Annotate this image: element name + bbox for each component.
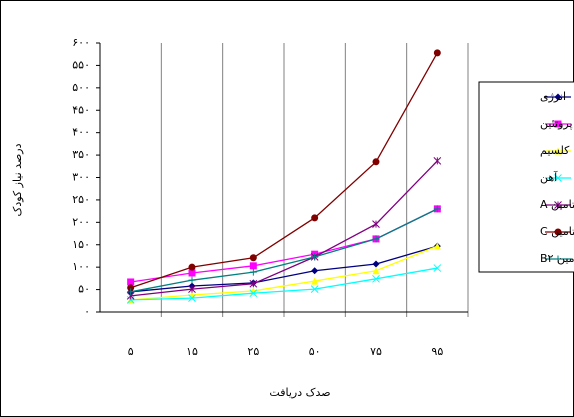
marker: [554, 174, 562, 182]
y-tick-label: ۳۰۰: [72, 171, 90, 184]
series-line: [130, 208, 438, 293]
legend-label: ویتامین C: [540, 225, 574, 238]
y-tick-label: ۱۵۰: [72, 238, 90, 251]
legend-label: انرژی: [540, 90, 566, 103]
y-tick-label: ۴۰۰: [72, 126, 90, 139]
x-tick-label: ۵۰: [309, 345, 321, 358]
marker: [311, 277, 319, 285]
marker: [554, 93, 562, 101]
marker: [372, 260, 380, 268]
legend-label: پروتئین: [540, 117, 573, 130]
x-tick-label: ۷۵: [370, 345, 382, 358]
marker: [249, 289, 258, 298]
y-tick-label: ۵۰: [78, 283, 90, 296]
marker: [554, 255, 562, 263]
marker: [372, 267, 380, 275]
marker: [188, 294, 196, 302]
legend-box: [478, 81, 574, 273]
marker: [433, 242, 441, 250]
y-tick-label: ۴۵۰: [72, 103, 90, 116]
marker: [433, 264, 442, 272]
y-axis-label: درصد نیاز کودک: [11, 143, 24, 216]
y-tick-label: ۳۵۰: [72, 148, 90, 161]
x-axis-label: صدک دریافت: [269, 386, 330, 399]
marker: [311, 214, 319, 222]
legend-label: ویتامین A: [540, 198, 574, 211]
marker: [554, 147, 562, 155]
marker: [188, 276, 196, 284]
y-tick-label: ۵۰۰: [72, 81, 90, 94]
marker: [372, 235, 380, 243]
marker: [127, 284, 135, 292]
marker: [554, 228, 562, 236]
marker: [554, 201, 562, 209]
marker: [311, 267, 319, 275]
y-tick-label: ۵۵۰: [72, 58, 90, 71]
y-tick-label: ۰: [84, 305, 90, 318]
series-line: [130, 267, 438, 301]
x-tick-label: ۵: [128, 345, 134, 358]
y-tick-label: ۱۰۰: [72, 260, 90, 273]
marker: [188, 285, 196, 293]
legend-label: ویتامین B۲: [540, 252, 574, 265]
y-tick-label: ۲۰۰: [72, 215, 90, 228]
marker: [433, 49, 441, 57]
marker: [372, 158, 380, 166]
y-tick-label: ۲۵۰: [72, 193, 90, 206]
series-line: [130, 245, 438, 293]
marker: [433, 157, 442, 165]
marker: [249, 262, 257, 270]
marker: [372, 220, 380, 228]
marker: [249, 279, 258, 288]
marker: [310, 285, 319, 293]
marker: [127, 278, 135, 286]
marker: [127, 288, 135, 296]
marker: [372, 274, 380, 283]
x-tick-label: ۲۵: [247, 345, 259, 358]
series-line: [130, 245, 438, 301]
marker: [311, 253, 319, 261]
x-tick-label: ۹۵: [431, 345, 443, 358]
marker: [188, 263, 196, 271]
series-line: [130, 160, 438, 297]
marker: [249, 268, 257, 276]
series-line: [130, 52, 438, 289]
legend-label: آهن: [540, 170, 558, 184]
x-tick-label: ۱۵: [186, 345, 198, 358]
y-tick-label: ۶۰۰: [72, 36, 90, 49]
marker: [433, 205, 441, 213]
marker: [554, 120, 562, 128]
legend-label: کلسیم: [540, 144, 570, 157]
marker: [249, 254, 257, 262]
marker: [188, 269, 196, 277]
